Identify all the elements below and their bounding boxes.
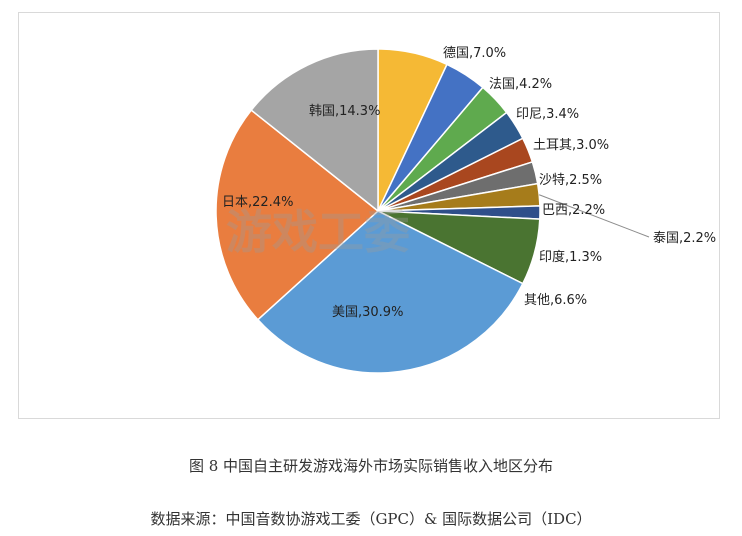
slice-label-泰国: 泰国,2.2% bbox=[653, 231, 716, 246]
slice-label-土耳其: 土耳其,3.0% bbox=[533, 138, 609, 153]
slice-label-韩国: 韩国,14.3% bbox=[309, 104, 380, 119]
pie-slice-韩国 bbox=[250, 48, 379, 213]
data-source-note: 数据来源：中国音数协游戏工委（GPC）& 国际数据公司（IDC） bbox=[150, 510, 592, 528]
slice-label-沙特: 沙特,2.5% bbox=[539, 173, 602, 188]
leader-line-泰国 bbox=[539, 194, 650, 238]
chart-frame: 德国,7.0% 法国,4.2% 印尼,3.4% 土耳其,3.0% 沙特,2.5% 巴西,2… bbox=[18, 12, 720, 419]
watermark-text: 游戏工委 bbox=[226, 205, 410, 259]
slice-label-美国: 美国,30.9% bbox=[332, 305, 403, 320]
slice-label-德国: 德国,7.0% bbox=[443, 46, 506, 61]
slice-label-日本: 日本,22.4% bbox=[222, 195, 293, 210]
pie-slice-日本 bbox=[215, 109, 380, 321]
figure-caption: 图 8 中国自主研发游戏海外市场实际销售收入地区分布 bbox=[188, 457, 554, 475]
pie-chart: 德国,7.0% 法国,4.2% 印尼,3.4% 土耳其,3.0% 沙特,2.5% 巴西,2… bbox=[215, 46, 716, 374]
slice-label-印尼: 印尼,3.4% bbox=[516, 107, 579, 122]
slice-label-印度: 印度,1.3% bbox=[539, 249, 602, 265]
slice-label-其他: 其他,6.6% bbox=[524, 293, 587, 308]
slice-label-巴西: 巴西,2.2% bbox=[542, 203, 605, 218]
slice-label-法国: 法国,4.2% bbox=[489, 77, 552, 92]
pie-slice-美国 bbox=[256, 210, 524, 374]
